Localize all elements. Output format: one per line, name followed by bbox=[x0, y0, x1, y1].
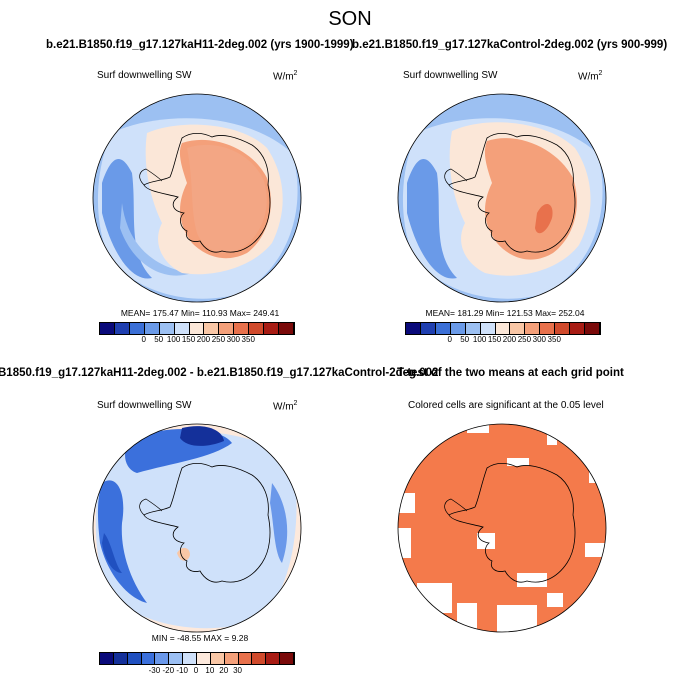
colorbar-swatch bbox=[420, 323, 436, 334]
panel2-variable-label: Surf downwelling SW bbox=[403, 70, 498, 81]
colorbar-swatch bbox=[100, 323, 115, 334]
colorbar-tick-label: 300 bbox=[532, 335, 546, 344]
colorbar-swatch bbox=[280, 653, 295, 664]
colorbar-swatch bbox=[129, 323, 145, 334]
panel3-units: W/m2 bbox=[273, 400, 298, 413]
colorbar-swatch bbox=[183, 653, 198, 664]
season-title: SON bbox=[328, 8, 372, 30]
colorbar-swatch bbox=[570, 323, 586, 334]
colorbar-tick-label: 0 bbox=[141, 335, 146, 344]
panel4-map bbox=[397, 423, 607, 633]
panel1-variable-label: Surf downwelling SW bbox=[97, 70, 192, 81]
colorbar-swatch bbox=[555, 323, 571, 334]
panel3-map bbox=[92, 423, 302, 633]
colorbar-tick-label: 20 bbox=[219, 666, 229, 675]
colorbar-tick-label: 200 bbox=[196, 335, 211, 344]
colorbar-tick-label: 300 bbox=[226, 335, 240, 344]
colorbar-swatch bbox=[144, 323, 160, 334]
panel1-units: W/m2 bbox=[273, 70, 298, 83]
colorbar-tick-label: 150 bbox=[487, 335, 502, 344]
colorbar-swatch bbox=[238, 653, 253, 664]
colorbar-swatch bbox=[495, 323, 511, 334]
colorbar-swatch bbox=[100, 653, 114, 664]
colorbar-swatch bbox=[141, 653, 156, 664]
colorbar-swatch bbox=[174, 323, 190, 334]
panel3-variable-label: Surf downwelling SW bbox=[97, 400, 192, 411]
colorbar-swatch bbox=[540, 323, 556, 334]
colorbar-swatch bbox=[435, 323, 451, 334]
colorbar-tick-label: -10 bbox=[176, 666, 188, 675]
colorbar-tick-label: -30 bbox=[148, 666, 161, 675]
colorbar-tick-label: 50 bbox=[154, 335, 164, 344]
colorbar-tick-label: 0 bbox=[193, 666, 199, 675]
colorbar-swatch bbox=[197, 653, 211, 664]
colorbar-tick-label: 350 bbox=[547, 335, 561, 344]
colorbar-swatch bbox=[127, 653, 142, 664]
colorbar-swatch bbox=[266, 653, 281, 664]
colorbar-swatch bbox=[113, 653, 128, 664]
panel4-header: T-test of the two means at each grid poi… bbox=[397, 367, 624, 379]
colorbar-tick-label: 50 bbox=[460, 335, 470, 344]
colorbar-swatch bbox=[169, 653, 184, 664]
colorbar-swatch bbox=[585, 323, 600, 334]
colorbar-swatch bbox=[249, 323, 265, 334]
panel2-units: W/m2 bbox=[578, 70, 603, 83]
colorbar-swatch bbox=[114, 323, 130, 334]
colorbar-tick-label: 250 bbox=[517, 335, 532, 344]
colorbar-swatch bbox=[264, 323, 280, 334]
colorbar-swatch bbox=[210, 653, 225, 664]
panel1-stats: MEAN= 175.47 Min= 110.93 Max= 249.41 bbox=[120, 308, 280, 318]
colorbar-tick-label: 150 bbox=[181, 335, 196, 344]
colorbar-tick-label: 350 bbox=[241, 335, 255, 344]
colorbar-swatch bbox=[279, 323, 294, 334]
panel3-colorbar bbox=[99, 652, 295, 665]
colorbar-swatch bbox=[224, 653, 239, 664]
colorbar-swatch bbox=[450, 323, 466, 334]
colorbar-swatch bbox=[234, 323, 250, 334]
colorbar-swatch bbox=[252, 653, 267, 664]
panel1-colorbar bbox=[99, 322, 295, 335]
colorbar-tick-label: 10 bbox=[205, 666, 215, 675]
colorbar-swatch bbox=[525, 323, 541, 334]
panel2-stats: MEAN= 181.29 Min= 121.53 Max= 252.04 bbox=[425, 308, 585, 318]
colorbar-swatch bbox=[219, 323, 235, 334]
colorbar-tick-label: -20 bbox=[162, 666, 175, 675]
panel1-colorbar-ticks: 0 50 100 150 200 250 300 350 bbox=[99, 335, 293, 347]
colorbar-swatch bbox=[510, 323, 526, 334]
colorbar-tick-label: 250 bbox=[211, 335, 226, 344]
colorbar-swatch bbox=[159, 323, 175, 334]
colorbar-swatch bbox=[204, 323, 220, 334]
panel2-colorbar-ticks: 0 50 100 150 200 250 300 350 bbox=[405, 335, 599, 347]
panel1-header: b.e21.B1850.f19_g17.127kaH11-2deg.002 (y… bbox=[46, 39, 354, 51]
colorbar-swatch bbox=[480, 323, 496, 334]
colorbar-swatch bbox=[189, 323, 205, 334]
panel2-header: b.e21.B1850.f19_g17.127kaControl-2deg.00… bbox=[352, 39, 668, 51]
colorbar-tick-label: 0 bbox=[447, 335, 452, 344]
panel3-header: B1850.f19_g17.127kaH11-2deg.002 - b.e21.… bbox=[0, 367, 439, 379]
panel2-colorbar bbox=[405, 322, 601, 335]
colorbar-tick-label: 200 bbox=[502, 335, 517, 344]
panel3-colorbar-ticks: -30 -20 -10 0 10 20 30 bbox=[99, 666, 293, 678]
colorbar-tick-label: 100 bbox=[472, 335, 487, 344]
colorbar-tick-label: 30 bbox=[233, 666, 243, 675]
colorbar-tick-label: 100 bbox=[166, 335, 181, 344]
panel1-map bbox=[92, 93, 302, 303]
colorbar-swatch bbox=[406, 323, 421, 334]
panel2-map bbox=[397, 93, 607, 303]
panel4-significance-label: Colored cells are significant at the 0.0… bbox=[408, 400, 604, 411]
colorbar-swatch bbox=[465, 323, 481, 334]
panel3-stats: MIN = -48.55 MAX = 9.28 bbox=[151, 633, 249, 643]
colorbar-swatch bbox=[155, 653, 170, 664]
